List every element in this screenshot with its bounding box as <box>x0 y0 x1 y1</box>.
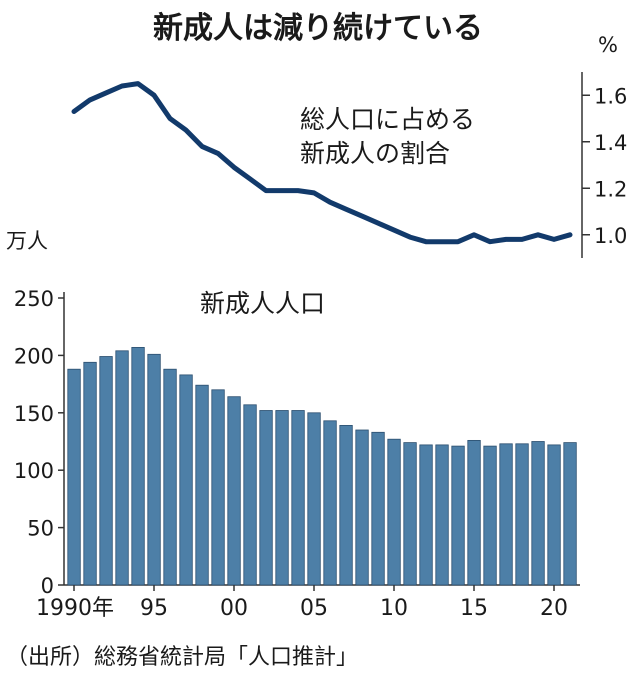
line-annotation: 新成人の割合 <box>300 139 450 168</box>
x-tick-label: 20 <box>540 596 568 621</box>
bar-chart-title: 新成人人口 <box>200 289 325 318</box>
bar-1999 <box>211 389 225 586</box>
bar-2008 <box>355 429 369 586</box>
bar-2016 <box>483 445 497 586</box>
bar-2004 <box>291 410 305 586</box>
bar-2010 <box>387 438 401 586</box>
bar-2018 <box>515 443 529 586</box>
right-y-unit: % <box>598 33 618 57</box>
bar-2007 <box>339 424 353 586</box>
bar-2020 <box>547 444 561 586</box>
left-y-tick-label: 150 <box>14 402 54 426</box>
left-y-tick-label: 50 <box>27 517 54 541</box>
bar-2002 <box>259 410 273 586</box>
chart-title-text: 新成人は減り続けている <box>153 11 483 46</box>
bar-1992 <box>99 356 113 586</box>
bar-2021 <box>563 442 577 586</box>
right-y-tick-label: 1.0 <box>594 224 627 248</box>
x-tick-label: 1990年 <box>36 596 114 621</box>
source-note: （出所）総務省統計局「人口推計」 <box>6 645 358 670</box>
x-tick-label: 10 <box>380 596 408 621</box>
bar-2011 <box>403 442 417 586</box>
bar-2000 <box>227 396 241 586</box>
bar-1993 <box>115 350 129 586</box>
x-tick-label: 05 <box>300 596 328 621</box>
right-y-tick-label: 1.4 <box>594 131 627 155</box>
bar-1990 <box>67 368 81 586</box>
x-tick-label: 95 <box>140 596 168 621</box>
bar-2005 <box>307 412 321 586</box>
bar-2003 <box>275 410 289 586</box>
left-y-tick-label: 0 <box>41 574 54 598</box>
bar-2014 <box>451 445 465 586</box>
bar-1995 <box>147 353 161 586</box>
bar-2012 <box>419 444 433 586</box>
bar-2006 <box>323 420 337 586</box>
bar-2009 <box>371 431 385 586</box>
x-tick-label: 15 <box>460 596 488 621</box>
left-y-tick-label: 100 <box>14 459 54 483</box>
bar-2017 <box>499 443 513 586</box>
left-y-unit: 万人 <box>6 229 48 253</box>
bar-2019 <box>531 441 545 586</box>
line-annotation: 総人口に占める <box>300 105 475 134</box>
bar-2013 <box>435 444 449 586</box>
bar-1998 <box>195 384 209 586</box>
bar-1994 <box>131 346 145 586</box>
right-y-tick-label: 1.2 <box>594 177 627 201</box>
bar-1991 <box>83 361 97 586</box>
bar-1997 <box>179 374 193 586</box>
left-y-tick-label: 200 <box>14 344 54 368</box>
left-y-tick-label: 250 <box>14 287 54 311</box>
bar-2001 <box>243 404 257 586</box>
x-tick-label: 00 <box>220 596 248 621</box>
bar-2015 <box>467 439 481 586</box>
bar-1996 <box>163 368 177 586</box>
right-y-tick-label: 1.6 <box>594 84 627 108</box>
ratio-line-series <box>71 81 573 245</box>
